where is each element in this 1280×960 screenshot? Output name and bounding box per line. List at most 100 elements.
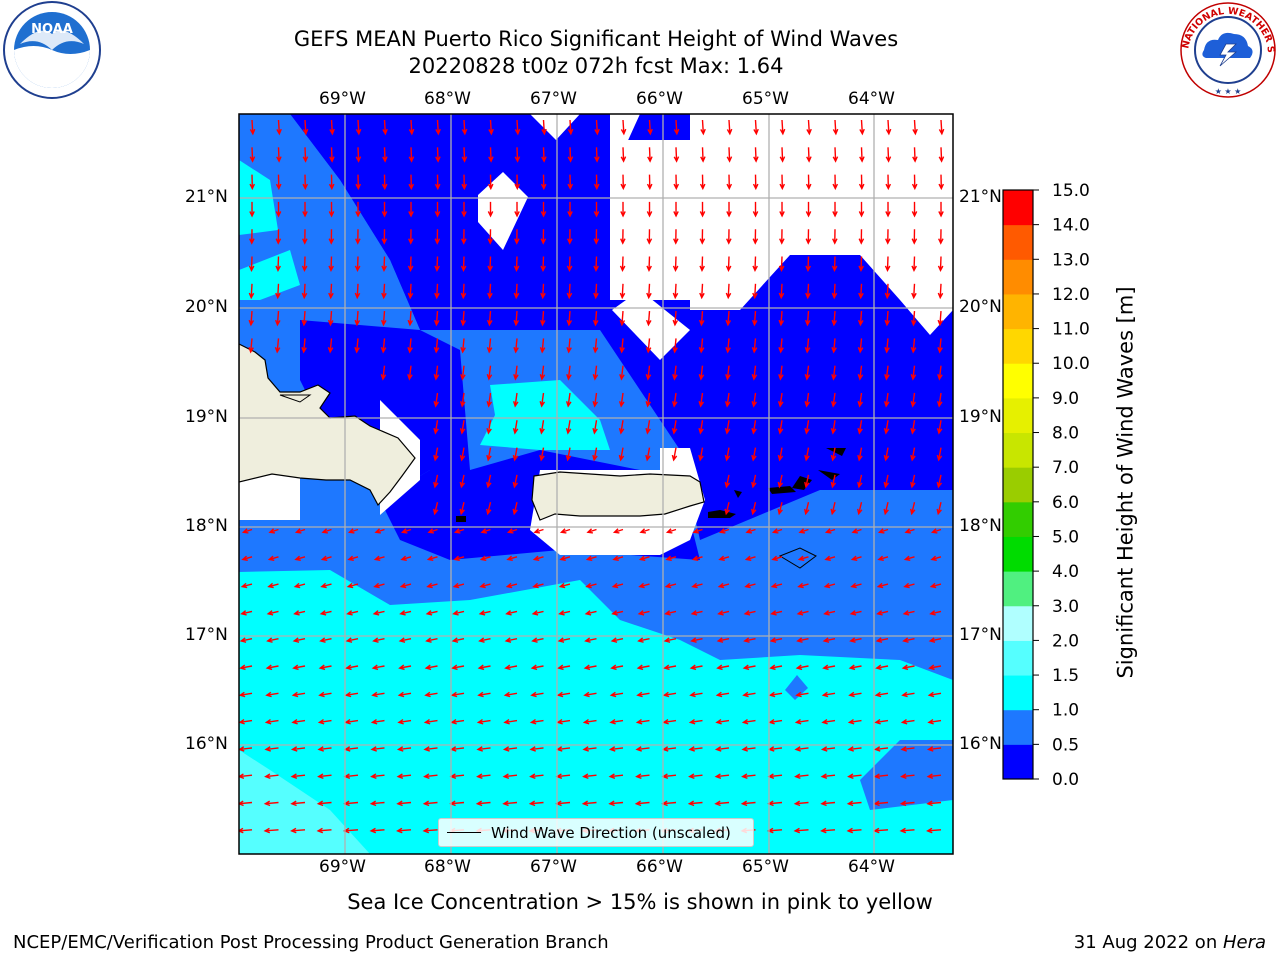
wind-wave-arrow	[779, 119, 786, 136]
wind-wave-arrow	[927, 691, 942, 698]
wind-wave-arrow	[797, 582, 809, 589]
wind-wave-arrow	[592, 311, 599, 327]
wind-wave-arrow	[698, 365, 705, 381]
lon-label-top: 67°W	[530, 89, 577, 109]
wind-wave-arrow	[582, 746, 597, 752]
colorbar-block	[1003, 363, 1033, 399]
wind-wave-arrow	[459, 447, 466, 462]
wind-wave-arrow	[354, 256, 361, 273]
chart-title: GEFS MEAN Puerto Rico Significant Height…	[293, 27, 899, 51]
wind-wave-arrow	[691, 555, 703, 561]
wind-wave-arrow	[779, 147, 786, 163]
wind-wave-arrow	[294, 555, 306, 561]
wind-wave-arrow	[832, 147, 839, 163]
wind-wave-arrow	[266, 637, 279, 643]
wind-wave-arrow	[611, 610, 624, 616]
wind-wave-arrow	[726, 119, 733, 136]
colorbar: 0.0 0.5 1.0 1.5 2.0 3.0 4.0 5.0 6.0 7.0 8.0 9.0 10.0…	[1002, 181, 1090, 790]
wind-wave-arrow	[620, 174, 627, 191]
wind-wave-arrow	[687, 800, 703, 807]
wind-wave-arrow	[751, 420, 757, 435]
wind-wave-arrow	[768, 691, 783, 698]
wind-wave-arrow	[700, 147, 706, 163]
wind-wave-arrow	[425, 610, 438, 616]
wind-wave-arrow	[248, 283, 255, 300]
wind-wave-arrow	[938, 201, 944, 218]
wind-wave-arrow	[699, 201, 706, 218]
wind-wave-arrow	[354, 338, 360, 354]
wind-wave-vectors	[239, 119, 945, 834]
wind-wave-arrow	[407, 338, 413, 354]
wind-wave-arrow	[724, 474, 731, 489]
wind-wave-arrow	[741, 718, 756, 725]
wind-wave-arrow	[725, 256, 732, 273]
lat-label-left: 16°N	[185, 734, 228, 754]
wind-wave-arrow	[779, 229, 785, 245]
wind-wave-arrow	[884, 256, 891, 273]
wind-wave-arrow	[672, 311, 679, 327]
wind-wave-arrow	[636, 664, 650, 671]
wind-wave-arrow	[487, 229, 494, 245]
wind-wave-arrow	[804, 365, 811, 381]
wind-wave-arrow	[619, 311, 626, 327]
wind-wave-arrow	[698, 392, 705, 408]
wind-wave-arrow	[928, 664, 942, 671]
wind-wave-arrow	[425, 637, 438, 643]
wind-wave-arrow	[692, 528, 703, 534]
wind-wave-arrow	[396, 827, 412, 834]
wind-wave-arrow	[267, 555, 279, 561]
wind-wave-arrow	[663, 637, 677, 643]
wind-wave-arrow	[777, 392, 784, 408]
wind-wave-arrow	[320, 555, 332, 561]
wind-wave-arrow	[408, 174, 415, 191]
wind-wave-arrow	[859, 147, 865, 163]
nws-logo: NATIONAL WEATHER SERVICE ★ ★ ★	[1176, 0, 1276, 98]
wind-wave-arrow	[910, 392, 917, 408]
wind-wave-arrow	[938, 147, 945, 163]
wind-wave-arrow	[461, 201, 467, 218]
wind-wave-arrow	[770, 610, 783, 616]
wind-wave-arrow	[584, 637, 597, 643]
wind-wave-arrow	[274, 311, 281, 327]
wind-wave-arrow	[374, 528, 385, 534]
wind-wave-arrow	[380, 338, 387, 354]
wind-wave-arrow	[937, 311, 944, 327]
wind-wave-arrow	[901, 691, 915, 698]
wind-wave-arrow	[240, 582, 253, 589]
wind-wave-arrow	[673, 174, 680, 191]
wind-wave-arrow	[354, 283, 361, 300]
wind-wave-arrow	[450, 718, 465, 725]
wind-wave-arrow	[926, 827, 942, 834]
wind-wave-arrow	[926, 746, 942, 752]
wind-wave-arrow	[620, 119, 627, 136]
colorbar-block	[1003, 190, 1033, 226]
wind-wave-arrow	[715, 691, 730, 698]
wind-wave-arrow	[479, 555, 491, 561]
wind-wave-arrow	[566, 338, 572, 354]
wind-wave-arrow	[433, 338, 440, 354]
wind-wave-arrow	[452, 582, 465, 589]
wind-wave-arrow	[726, 147, 733, 163]
wind-wave-arrow	[805, 229, 812, 245]
wind-wave-arrow	[794, 718, 809, 725]
wind-wave-arrow	[408, 119, 415, 136]
wind-wave-arrow	[665, 555, 677, 561]
lon-label-top: 66°W	[636, 89, 683, 109]
wind-wave-arrow	[724, 420, 731, 435]
wind-wave-arrow	[478, 637, 491, 643]
wind-wave-arrow	[620, 201, 626, 218]
wind-wave-arrow	[434, 256, 440, 273]
lon-label-bottom: 69°W	[319, 857, 366, 877]
wind-wave-arrow	[936, 420, 943, 435]
wind-wave-arrow	[718, 528, 730, 534]
wind-wave-arrow	[239, 718, 253, 725]
wind-wave-arrow	[647, 147, 653, 163]
wind-wave-arrow	[514, 147, 521, 163]
wind-wave-arrow	[911, 174, 918, 191]
wind-wave-arrow	[646, 283, 652, 300]
wind-wave-arrow	[506, 528, 518, 534]
wind-wave-arrow	[530, 664, 544, 671]
wind-wave-arrow	[848, 664, 862, 671]
lat-label-right: 19°N	[959, 407, 1002, 427]
wind-wave-arrow	[612, 555, 624, 561]
